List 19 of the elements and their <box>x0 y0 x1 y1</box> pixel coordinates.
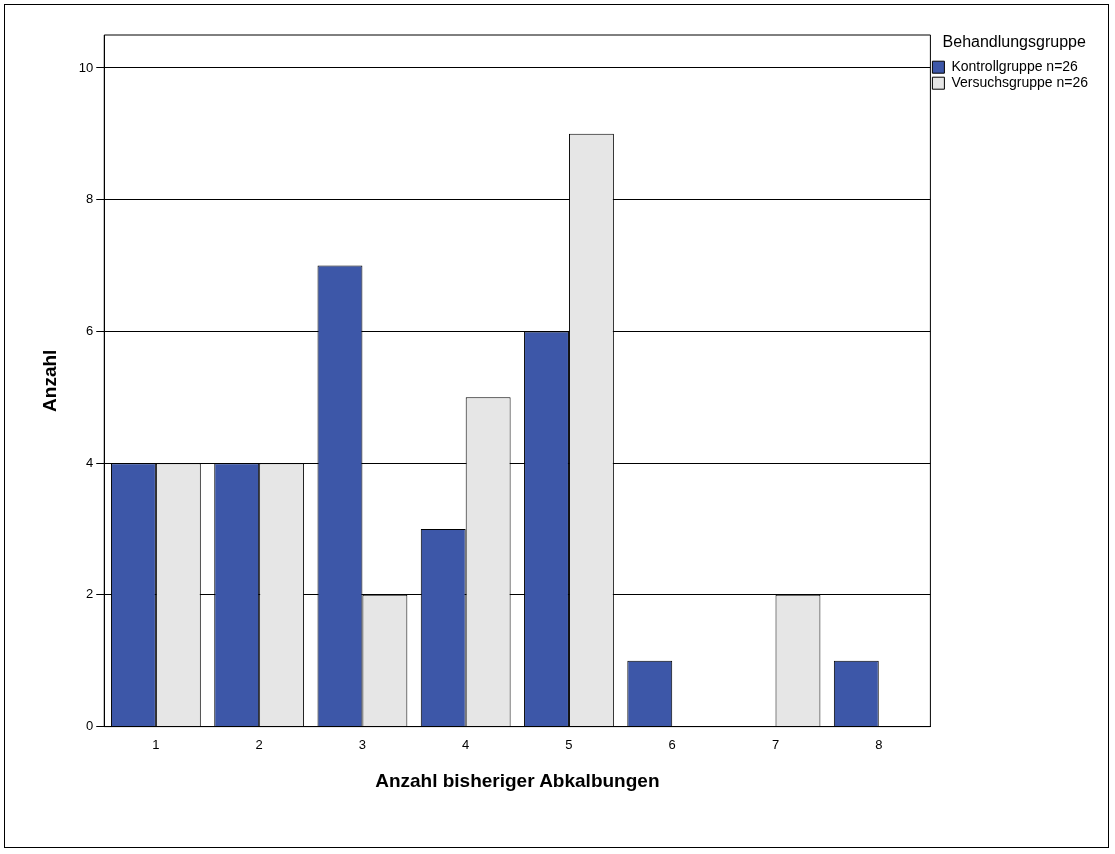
x-tick-label: 1 <box>152 736 160 752</box>
y-tick-label: 6 <box>86 322 94 338</box>
x-tick-label: 2 <box>255 736 263 752</box>
y-axis-title: Anzahl <box>38 349 60 412</box>
y-tick-label: 2 <box>86 586 94 602</box>
legend-title: Behandlungsgruppe <box>942 33 1086 51</box>
x-tick-label: 7 <box>771 736 780 752</box>
x-tick-label: 5 <box>565 736 573 752</box>
x-axis-title: Anzahl bisheriger Abkalbungen <box>375 769 660 791</box>
y-tick-label: 0 <box>86 718 94 734</box>
x-tick-label: 3 <box>358 736 367 752</box>
y-tick-label: 8 <box>86 191 94 207</box>
y-tick-label: 4 <box>86 454 94 470</box>
x-tick-label: 8 <box>875 736 883 752</box>
legend-label: Versuchsgruppe n=26 <box>951 74 1089 91</box>
x-tick-label: 6 <box>668 736 676 752</box>
x-tick-label: 4 <box>462 736 470 752</box>
legend-label: Kontrollgruppe n=26 <box>951 58 1079 75</box>
y-tick-label: 10 <box>78 59 94 75</box>
